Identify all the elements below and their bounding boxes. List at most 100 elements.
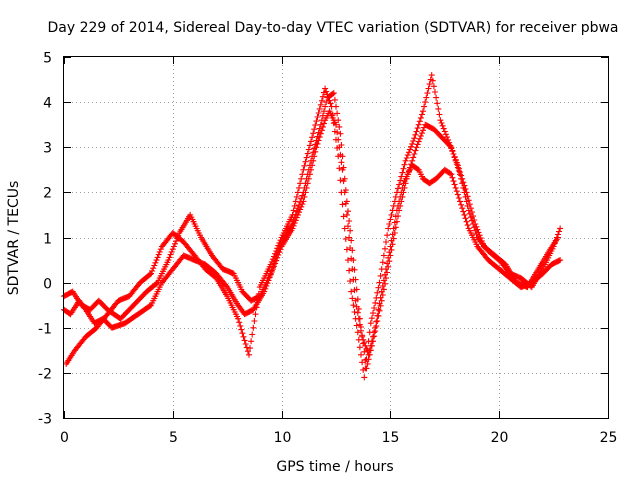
data-point — [301, 184, 308, 191]
data-point — [273, 248, 280, 254]
data-point — [328, 103, 335, 110]
data-point — [398, 198, 405, 205]
data-point — [364, 347, 371, 354]
data-point — [172, 240, 178, 247]
data-point — [451, 181, 458, 188]
data-point — [354, 296, 361, 303]
data-point — [372, 328, 379, 335]
x-tick-label: 20 — [491, 430, 509, 446]
data-point — [410, 154, 417, 161]
data-point — [377, 302, 384, 309]
data-point — [452, 184, 459, 191]
data-point — [374, 289, 381, 296]
data-point — [422, 99, 429, 106]
data-point — [371, 333, 378, 340]
data-point — [376, 307, 383, 314]
data-point — [458, 201, 465, 208]
data-point — [169, 246, 176, 253]
data-point — [367, 320, 374, 327]
data-point — [413, 144, 420, 151]
data-point — [401, 161, 408, 168]
data-point — [342, 187, 349, 194]
data-point — [464, 222, 471, 229]
data-point — [343, 211, 350, 218]
data-point — [353, 286, 360, 293]
data-point — [310, 149, 317, 156]
data-point — [340, 164, 347, 171]
data-point — [380, 286, 387, 293]
data-point — [154, 254, 161, 261]
data-point — [349, 295, 356, 302]
data-point — [147, 271, 153, 278]
data-point — [311, 145, 318, 152]
data-point — [557, 257, 564, 264]
data-point — [453, 188, 460, 195]
data-point — [415, 138, 422, 145]
data-point — [411, 135, 418, 142]
data-point — [303, 154, 310, 161]
data-point — [312, 141, 319, 148]
data-point — [409, 140, 416, 147]
data-point — [302, 158, 309, 165]
data-point — [304, 150, 311, 157]
data-point — [404, 171, 411, 178]
data-point — [382, 280, 388, 287]
data-point — [461, 182, 468, 189]
data-point — [353, 322, 360, 329]
data-point — [333, 136, 339, 143]
data-point — [237, 322, 244, 329]
x-tick-label: 25 — [600, 430, 618, 446]
data-point — [403, 175, 410, 182]
data-point — [345, 223, 351, 230]
data-point — [380, 252, 387, 259]
data-point — [339, 201, 346, 208]
data-point — [293, 208, 300, 215]
data-point — [274, 245, 281, 252]
data-point — [156, 248, 163, 255]
data-point — [268, 258, 275, 265]
data-point — [290, 207, 297, 214]
data-point — [306, 162, 313, 169]
y-tick-label: 1 — [43, 232, 52, 248]
data-point — [442, 131, 449, 138]
data-point — [360, 340, 367, 347]
x-tick-labels: 0 5 10 15 20 25 — [60, 430, 617, 446]
data-point — [293, 193, 300, 200]
data-point — [398, 173, 405, 180]
data-point — [448, 145, 455, 152]
data-point — [361, 374, 368, 381]
data-point — [253, 304, 260, 311]
data-point — [336, 123, 343, 130]
data-point — [451, 153, 458, 160]
data-point — [379, 292, 386, 298]
data-point — [407, 146, 413, 153]
data-point — [390, 202, 397, 209]
axis-ticks — [64, 57, 609, 419]
data-point — [315, 129, 322, 136]
data-point — [276, 239, 283, 246]
data-point — [413, 128, 420, 135]
data-point — [309, 134, 316, 141]
data-point — [305, 146, 312, 153]
data-point — [459, 175, 466, 182]
data-point — [384, 232, 391, 239]
data-point — [299, 192, 306, 199]
data-point — [391, 198, 398, 205]
data-point — [393, 189, 400, 196]
data-point — [423, 94, 430, 101]
data-point — [470, 213, 477, 220]
data-point — [254, 297, 261, 304]
data-point — [296, 184, 302, 191]
y-axis-label: SDTVAR / TECUs — [6, 181, 22, 296]
data-point — [473, 223, 480, 230]
data-point — [395, 213, 401, 220]
data-point — [454, 191, 461, 198]
data-point — [366, 351, 373, 358]
data-point — [452, 156, 459, 163]
data-point — [242, 341, 249, 347]
y-tick-label: 0 — [43, 277, 52, 293]
data-point — [478, 237, 485, 244]
data-point — [355, 305, 362, 312]
data-point — [387, 252, 394, 259]
grid — [64, 57, 608, 418]
